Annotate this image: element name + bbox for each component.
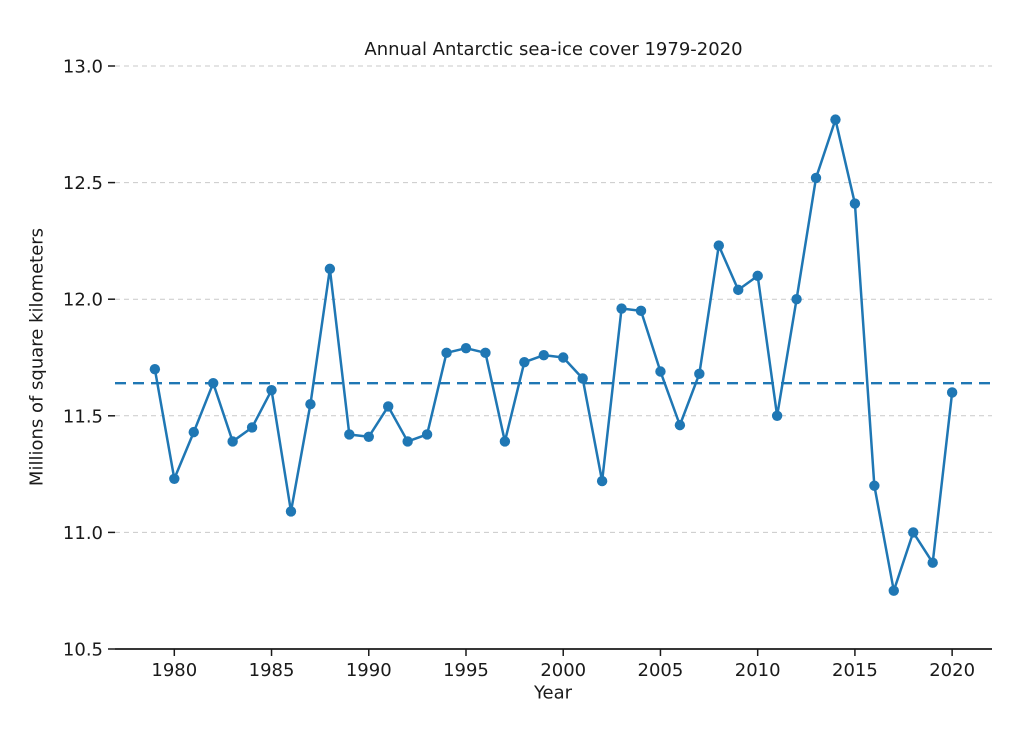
data-point bbox=[538, 349, 549, 361]
x-tick-label: 2020 bbox=[929, 660, 975, 681]
x-tick-label: 1995 bbox=[443, 660, 489, 681]
y-tick-label: 11.5 bbox=[63, 406, 103, 427]
data-point bbox=[849, 198, 861, 209]
data-point bbox=[227, 436, 238, 447]
data-point bbox=[344, 429, 355, 440]
data-point bbox=[596, 475, 608, 487]
data-point bbox=[616, 303, 627, 314]
data-point bbox=[383, 401, 394, 412]
y-tick-label: 10.5 bbox=[63, 640, 103, 661]
data-point bbox=[869, 480, 880, 491]
x-tick-label: 1990 bbox=[346, 660, 392, 681]
x-tick-label: 1980 bbox=[151, 660, 197, 681]
data-point bbox=[169, 473, 180, 484]
data-point bbox=[733, 284, 744, 296]
x-tick-label: 2010 bbox=[735, 660, 781, 681]
data-point bbox=[402, 436, 413, 447]
data-point bbox=[266, 384, 277, 396]
x-tick-label: 2000 bbox=[540, 660, 586, 681]
x-tick-label: 2005 bbox=[638, 660, 684, 681]
data-point bbox=[285, 506, 297, 517]
data-line bbox=[153, 118, 954, 592]
data-point bbox=[674, 419, 686, 431]
data-point bbox=[208, 377, 219, 389]
y-tick-label: 12.0 bbox=[63, 290, 103, 311]
data-point bbox=[363, 431, 374, 442]
data-point bbox=[499, 436, 511, 447]
data-point bbox=[519, 356, 530, 368]
data-point bbox=[635, 305, 647, 317]
data-point bbox=[713, 240, 724, 251]
y-axis-label: Millions of square kilometers bbox=[26, 227, 48, 487]
data-point bbox=[246, 422, 258, 433]
data-point bbox=[188, 426, 199, 438]
data-point bbox=[655, 366, 666, 377]
data-point bbox=[558, 352, 569, 363]
data-point bbox=[694, 368, 705, 380]
data-point bbox=[441, 347, 452, 359]
data-point bbox=[421, 429, 433, 440]
data-point bbox=[577, 373, 588, 384]
data-point bbox=[810, 172, 822, 184]
data-point bbox=[830, 114, 841, 125]
data-point bbox=[791, 294, 802, 305]
y-tick-label: 11.0 bbox=[63, 523, 103, 544]
data-point bbox=[908, 527, 919, 538]
x-axis-label: Year bbox=[533, 682, 573, 704]
data-point bbox=[771, 410, 783, 421]
data-point bbox=[752, 270, 763, 282]
chart-title: Annual Antarctic sea-ice cover 1979-2020 bbox=[364, 39, 743, 60]
data-point bbox=[305, 398, 316, 410]
data-point bbox=[149, 363, 161, 375]
data-point bbox=[946, 387, 958, 398]
y-tick-label: 13.0 bbox=[63, 57, 103, 78]
data-point bbox=[460, 342, 472, 354]
data-point bbox=[888, 585, 899, 596]
y-tick-label: 12.5 bbox=[63, 173, 103, 194]
x-tick-label: 2015 bbox=[832, 660, 878, 681]
data-point bbox=[324, 263, 336, 275]
x-tick-label: 1985 bbox=[249, 660, 295, 681]
data-point bbox=[927, 557, 938, 568]
data-point bbox=[480, 347, 491, 359]
